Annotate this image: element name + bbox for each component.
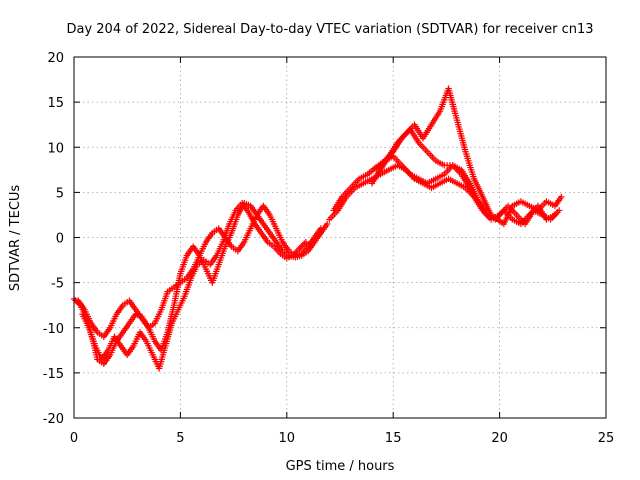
x-tick-label: 15: [385, 431, 402, 446]
x-tick-label: 10: [279, 431, 296, 446]
data-point: [302, 238, 310, 246]
y-tick-label: 10: [47, 141, 64, 156]
y-tick-label: 0: [56, 232, 64, 247]
grid: [74, 57, 606, 418]
x-tick-label: 5: [176, 431, 184, 446]
y-tick-label: -5: [51, 277, 64, 292]
y-axis-label: SDTVAR / TECUs: [8, 185, 23, 292]
data-point: [551, 211, 559, 219]
x-axis-label: GPS time / hours: [286, 459, 395, 474]
data-point: [558, 193, 565, 201]
x-tick-label: 0: [70, 431, 78, 446]
data-marks: [70, 85, 565, 372]
data-point: [317, 225, 325, 232]
y-tick-label: 20: [47, 51, 64, 66]
axis-ticks: 0 5 10 15 20 25 -20 -15 -10 -5 0 5 10 15 20: [43, 51, 615, 446]
y-tick-label: -15: [43, 367, 64, 382]
data-point: [555, 207, 563, 214]
y-tick-label: 5: [56, 186, 64, 201]
data-point: [483, 207, 491, 214]
y-tick-label: -10: [43, 322, 64, 337]
y-tick-label: 15: [47, 96, 64, 111]
chart-title: Day 204 of 2022, Sidereal Day-to-day VTE…: [66, 22, 593, 37]
data-point: [324, 220, 331, 228]
x-tick-label: 25: [598, 431, 615, 446]
y-tick-label: -20: [43, 412, 64, 427]
x-tick-label: 20: [491, 431, 508, 446]
